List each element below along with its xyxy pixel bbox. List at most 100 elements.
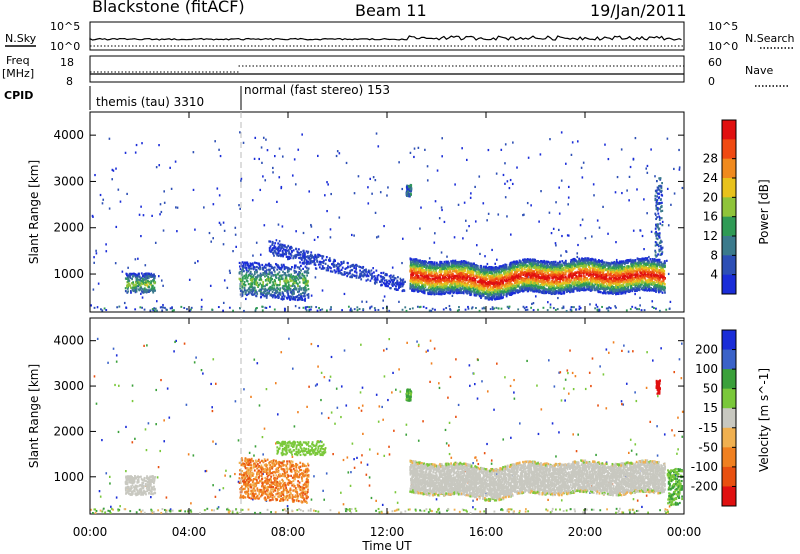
data-cell — [417, 306, 419, 308]
data-cell — [321, 268, 323, 270]
data-cell — [573, 306, 575, 308]
data-cell — [504, 183, 506, 185]
data-cell — [280, 187, 282, 189]
data-cell — [94, 307, 96, 309]
data-cell — [183, 307, 185, 309]
data-cell — [137, 258, 139, 260]
data-cell — [621, 192, 623, 194]
data-cell — [500, 149, 502, 151]
data-cell — [351, 276, 353, 278]
data-cell — [616, 259, 618, 261]
data-cell — [256, 307, 258, 309]
data-cell — [256, 266, 258, 268]
data-cell — [434, 242, 436, 244]
data-cell — [561, 180, 563, 182]
data-cell — [494, 263, 496, 265]
data-cell — [533, 309, 535, 311]
data-cell — [93, 256, 95, 258]
data-cell — [277, 248, 279, 250]
data-cell — [254, 158, 256, 160]
data-cell — [290, 285, 292, 287]
data-cell — [300, 287, 302, 289]
data-cell — [287, 245, 289, 247]
data-cell — [641, 309, 643, 311]
data-cell — [396, 289, 398, 291]
data-cell — [263, 295, 265, 297]
data-cell — [256, 293, 258, 295]
data-cell — [406, 186, 408, 188]
data-cell — [307, 280, 309, 282]
data-cell — [274, 309, 276, 311]
data-cell — [555, 244, 557, 246]
data-cell — [269, 287, 271, 289]
data-cell — [156, 310, 158, 312]
data-cell — [430, 310, 432, 312]
data-cell — [410, 184, 412, 186]
data-cell — [317, 155, 319, 157]
data-cell — [297, 291, 299, 293]
data-cell — [274, 296, 276, 298]
data-cell — [359, 273, 361, 275]
data-cell — [380, 191, 382, 193]
data-cell — [443, 308, 445, 310]
data-cell — [254, 281, 256, 283]
data-cell — [575, 308, 577, 310]
data-cell — [273, 269, 275, 271]
data-cell — [321, 257, 323, 259]
data-cell — [362, 308, 364, 310]
data-cell — [254, 137, 256, 139]
data-cell — [674, 192, 676, 194]
data-cell — [449, 305, 451, 307]
data-cell — [406, 195, 408, 197]
data-cell — [308, 293, 310, 295]
data-cell — [309, 255, 311, 257]
data-cell — [240, 290, 242, 292]
data-cell — [303, 261, 305, 263]
data-cell — [296, 276, 298, 278]
data-cell — [105, 243, 107, 245]
data-cell — [631, 306, 633, 308]
data-cell — [592, 273, 594, 275]
data-cell — [284, 249, 286, 251]
data-cell — [468, 225, 470, 227]
data-cell — [429, 289, 431, 291]
data-cell — [376, 132, 378, 134]
data-cell — [475, 220, 477, 222]
data-cell — [293, 270, 295, 272]
data-cell — [464, 202, 466, 204]
data-cell — [247, 277, 249, 279]
data-cell — [210, 285, 212, 287]
data-cell — [509, 187, 511, 189]
data-cell — [412, 307, 414, 309]
data-cell — [120, 201, 122, 203]
data-cell — [273, 289, 275, 291]
data-cell — [367, 202, 369, 204]
data-cell — [607, 233, 609, 235]
data-cell — [294, 278, 296, 280]
data-cell — [410, 188, 412, 190]
data-cell — [458, 204, 460, 206]
data-cell — [139, 276, 141, 278]
data-cell — [482, 307, 484, 309]
data-cell — [241, 286, 243, 288]
data-cell — [655, 308, 657, 310]
data-cell — [589, 268, 591, 270]
data-cell — [150, 282, 152, 284]
data-cell — [176, 230, 178, 232]
data-cell — [461, 147, 463, 149]
data-cell — [295, 230, 297, 232]
data-cell — [549, 138, 551, 140]
data-cell — [336, 155, 338, 157]
data-cell — [239, 131, 241, 133]
data-cell — [164, 202, 166, 204]
data-cell — [465, 220, 467, 222]
data-cell — [346, 162, 348, 164]
data-cell — [558, 187, 560, 189]
data-cell — [374, 277, 376, 279]
data-cell — [384, 279, 386, 281]
data-cell — [266, 278, 268, 280]
data-cell — [615, 307, 617, 309]
data-cell — [244, 281, 246, 283]
data-cell — [524, 268, 526, 270]
data-cell — [255, 309, 257, 311]
